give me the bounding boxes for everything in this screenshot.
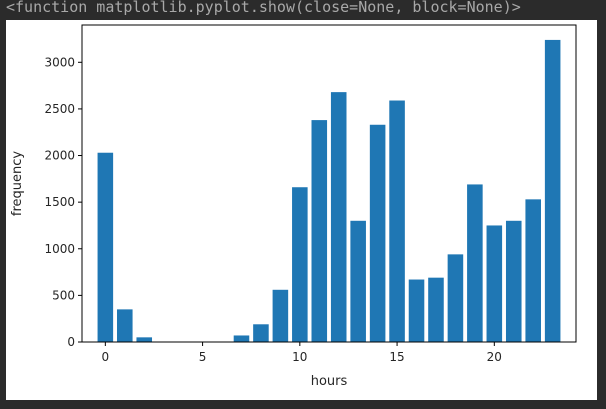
x-axis-label: hours [311, 374, 348, 389]
bar-hour-12 [330, 92, 347, 342]
bar-hour-0 [97, 152, 114, 342]
y-axis-ticks: 0 500 1000 1500 2000 2500 3000 [44, 55, 82, 349]
y-tick-label: 0 [67, 335, 75, 349]
x-tick-label: 0 [102, 350, 110, 364]
bar-hour-7 [233, 335, 250, 342]
bar-hour-8 [253, 324, 269, 342]
y-tick-label: 2000 [44, 149, 75, 163]
bar-hour-18 [447, 254, 464, 342]
x-tick-label: 20 [487, 350, 502, 364]
chart-figure: 0 5 10 15 20 0 500 1000 1500 2000 2500 3000 hours … [6, 20, 597, 400]
x-tick-label: 5 [199, 350, 207, 364]
x-axis-ticks: 0 5 10 15 20 [102, 342, 502, 364]
y-tick-label: 2500 [44, 102, 75, 116]
plot-frame [81, 24, 577, 343]
bar-hour-11 [311, 120, 328, 342]
bar-hour-1 [117, 309, 133, 342]
x-tick-label: 10 [292, 350, 307, 364]
cell-output-text: <function matplotlib.pyplot.show(close=N… [6, 0, 521, 16]
bar-hour-9 [272, 289, 289, 342]
y-tick-label: 1000 [44, 242, 75, 256]
y-axis-label: frequency [10, 151, 25, 217]
bar-hour-15 [389, 100, 405, 343]
y-tick-label: 500 [52, 288, 75, 302]
bar-hour-13 [350, 220, 366, 342]
y-tick-label: 1500 [44, 195, 75, 209]
bar-hour-20 [486, 225, 503, 342]
bar-hour-14 [369, 124, 386, 342]
bar-hour-2 [136, 337, 153, 342]
y-tick-label: 3000 [44, 55, 75, 69]
bar-hour-10 [292, 187, 308, 342]
bars-group [97, 39, 561, 343]
x-tick-label: 15 [389, 350, 404, 364]
bar-hour-22 [525, 199, 541, 342]
bar-hour-17 [428, 277, 444, 342]
bar-hour-16 [408, 279, 425, 342]
bar-hour-19 [467, 184, 483, 342]
bar-hour-23 [544, 39, 561, 343]
bar-hour-21 [505, 220, 522, 342]
